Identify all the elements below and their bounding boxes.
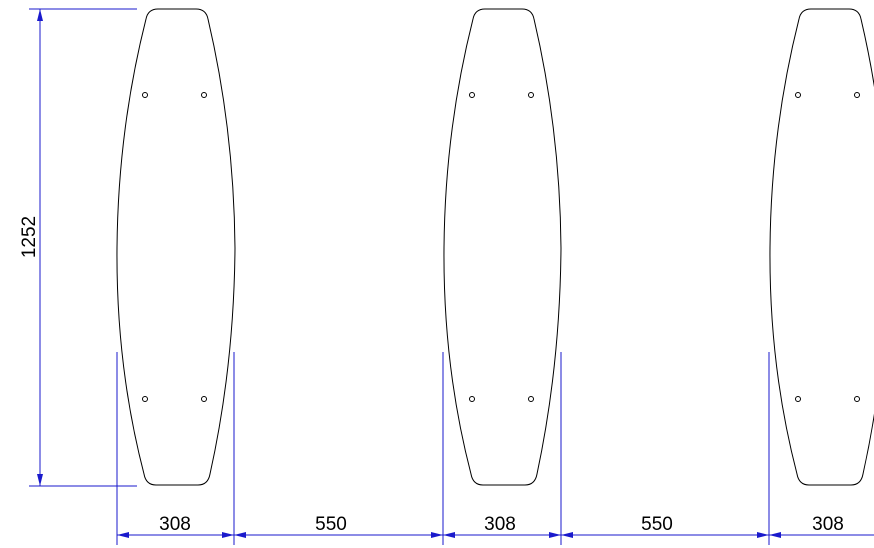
width-label-5: 308 [812,514,844,535]
width-label-1: 308 [159,514,191,535]
panel-3-outline [769,8,874,486]
panel-2-hole-top-right [528,92,534,98]
panel-1-hole-bottom-left [142,396,148,402]
panel-2-hole-bottom-left [469,396,475,402]
panel-1 [116,8,236,486]
arrow-2-left [234,532,246,538]
panel-1-hole-top-left [142,92,148,98]
width-label-3: 308 [484,514,516,535]
width-dimensions: 308 550 308 550 308 [117,514,874,538]
height-dimension: 1252 [19,8,137,487]
arrow-3-right [549,532,561,538]
panel-3-hole-top-left [795,92,801,98]
panel-3-hole-bottom-right [854,396,860,402]
panel-3-hole-top-right [854,92,860,98]
panel-1-outline [116,8,236,486]
arrow-4-left [561,532,573,538]
panel-1-hole-bottom-right [201,396,207,402]
panel-1-hole-top-right [201,92,207,98]
width-label-2: 550 [315,514,347,535]
arrow-3-left [443,532,455,538]
panel-2-hole-bottom-right [528,396,534,402]
height-arrow-top [37,9,43,21]
panel-3-hole-bottom-left [795,396,801,402]
arrow-1-right [222,532,234,538]
arrow-1-left [117,532,129,538]
height-dimension-label: 1252 [19,216,40,258]
arrow-4-right [757,532,769,538]
panel-3 [769,8,874,486]
width-label-4: 550 [641,514,673,535]
panel-2-hole-top-left [469,92,475,98]
height-arrow-bottom [37,474,43,486]
arrow-5-left [769,532,781,538]
panel-2 [443,8,562,486]
arrow-2-right [431,532,443,538]
panel-2-outline [443,8,562,486]
width-extension-lines [116,352,770,545]
